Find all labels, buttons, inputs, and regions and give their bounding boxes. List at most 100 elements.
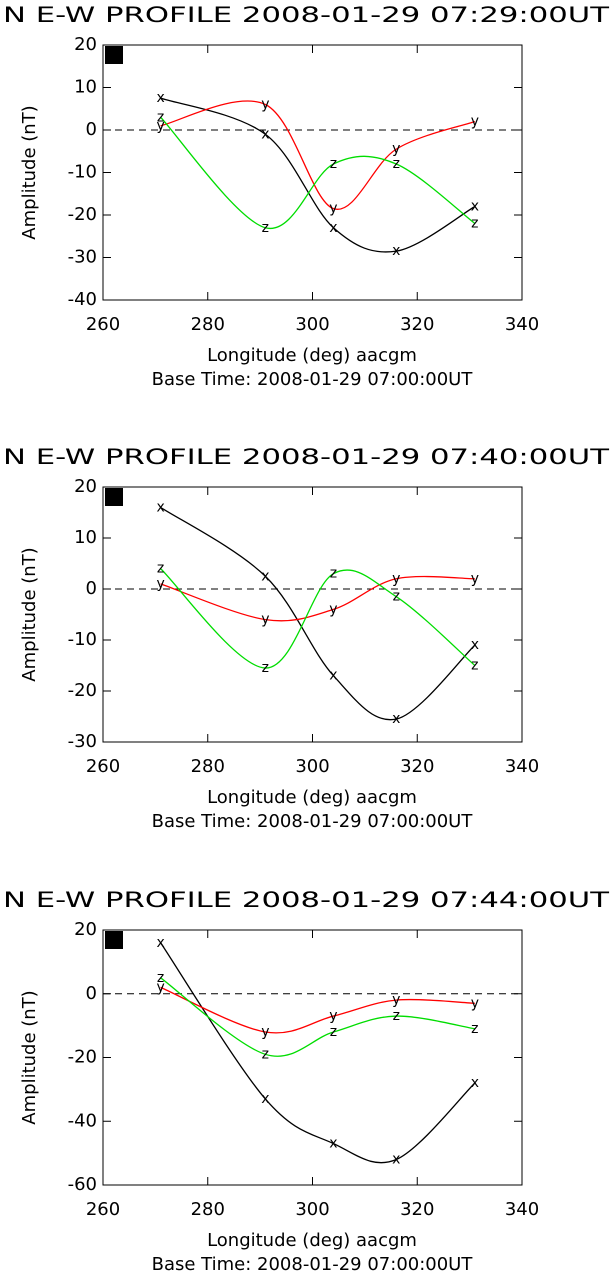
point-marker: x: [471, 637, 479, 653]
point-marker: x: [471, 1075, 479, 1091]
point-marker: x: [156, 499, 164, 515]
chart-title: N E-W PROFILE 2008-01-29 07:29:00UT: [3, 3, 609, 27]
point-marker: y: [392, 992, 400, 1008]
x-tick-label: 280: [191, 756, 225, 777]
chart-subtitle: Base Time: 2008-01-29 07:00:00UT: [152, 811, 474, 832]
point-marker: x: [392, 243, 400, 259]
point-marker: z: [330, 156, 337, 172]
chart-title: N E-W PROFILE 2008-01-29 07:44:00UT: [3, 888, 609, 912]
point-marker: z: [262, 220, 269, 236]
point-marker: x: [329, 668, 337, 684]
x-tick-label: 300: [295, 756, 329, 777]
point-marker: z: [471, 216, 478, 232]
y-tick-label: -10: [68, 629, 97, 650]
point-marker: x: [392, 1152, 400, 1168]
point-marker: y: [329, 1008, 337, 1024]
point-marker: y: [261, 97, 269, 113]
point-marker: y: [392, 141, 400, 157]
series-line: [160, 942, 476, 1164]
series-line: [160, 506, 476, 721]
point-marker: z: [471, 1021, 478, 1037]
series-line: [160, 568, 476, 669]
y-tick-label: -20: [68, 680, 97, 701]
point-marker: x: [261, 1091, 269, 1107]
plot-frame: [102, 44, 523, 301]
point-marker: y: [261, 612, 269, 628]
point-marker: y: [392, 571, 400, 587]
x-tick-label: 340: [505, 1199, 539, 1220]
y-tick-label: 0: [86, 119, 97, 140]
y-tick-label: -30: [68, 731, 97, 752]
x-tick-label: 280: [191, 314, 225, 335]
y-axis-label: Amplitude (nT): [19, 547, 40, 681]
chart-panel: N E-W PROFILE 2008-01-29 07:29:00UT a Ampl…: [3, 3, 609, 390]
x-tick-label: 280: [191, 1199, 225, 1220]
panel-label-box: [105, 931, 123, 949]
y-tick-label: -20: [68, 1047, 97, 1068]
point-marker: z: [262, 660, 269, 676]
x-tick-label: 340: [505, 756, 539, 777]
point-marker: x: [392, 711, 400, 727]
x-tick-label: 260: [86, 1199, 120, 1220]
y-tick-label: 20: [74, 34, 97, 55]
chart-subtitle: Base Time: 2008-01-29 07:00:00UT: [152, 1254, 474, 1275]
y-tick-label: 20: [74, 476, 97, 497]
point-marker: z: [157, 561, 164, 577]
point-marker: y: [156, 576, 164, 592]
plot-frame: [102, 486, 523, 743]
point-marker: x: [156, 935, 164, 951]
point-marker: z: [393, 589, 400, 605]
point-marker: z: [330, 1024, 337, 1040]
point-marker: x: [471, 199, 479, 215]
series-line: [160, 97, 476, 253]
y-axis-label: Amplitude (nT): [19, 105, 40, 239]
x-tick-label: 260: [86, 314, 120, 335]
point-marker: z: [262, 1046, 269, 1062]
y-tick-label: -60: [68, 1174, 97, 1195]
point-marker: z: [471, 658, 478, 674]
point-marker: z: [330, 566, 337, 582]
series-line: [160, 575, 475, 622]
series-line: [160, 116, 476, 229]
chart-panel: N E-W PROFILE 2008-01-29 07:40:00UT b Ampl…: [3, 445, 609, 832]
point-marker: y: [471, 571, 479, 587]
y-tick-label: -40: [68, 289, 97, 310]
y-tick-label: -20: [68, 204, 97, 225]
point-marker: x: [329, 220, 337, 236]
x-tick-label: 320: [400, 314, 434, 335]
point-marker: z: [393, 156, 400, 172]
x-axis-label: Longitude (deg) aacgm: [207, 787, 417, 808]
point-marker: y: [156, 118, 164, 134]
y-tick-label: -40: [68, 1110, 97, 1131]
y-tick-label: 20: [74, 919, 97, 940]
panel-label: b: [109, 487, 120, 505]
chart-panel: N E-W PROFILE 2008-01-29 07:44:00UT c Ampl…: [3, 888, 609, 1275]
point-marker: y: [471, 114, 479, 130]
x-tick-label: 260: [86, 756, 120, 777]
point-marker: y: [329, 201, 337, 217]
y-tick-label: 0: [86, 578, 97, 599]
series-line: [160, 977, 475, 1057]
y-tick-label: 10: [74, 527, 97, 548]
x-tick-label: 320: [400, 1199, 434, 1220]
point-marker: y: [261, 1024, 269, 1040]
chart-subtitle: Base Time: 2008-01-29 07:00:00UT: [152, 369, 474, 390]
series-line: [160, 100, 476, 210]
panel-label-box: [105, 46, 123, 64]
y-tick-label: -10: [68, 162, 97, 183]
x-axis-label: Longitude (deg) aacgm: [207, 1230, 417, 1251]
point-marker: y: [329, 601, 337, 617]
x-tick-label: 320: [400, 756, 434, 777]
panel-label: c: [109, 930, 118, 948]
point-marker: x: [156, 90, 164, 106]
chart-title: N E-W PROFILE 2008-01-29 07:40:00UT: [3, 445, 609, 469]
x-tick-label: 300: [295, 314, 329, 335]
point-marker: x: [261, 126, 269, 142]
panel-label-box: [105, 488, 123, 506]
x-tick-label: 300: [295, 1199, 329, 1220]
y-tick-label: 10: [74, 77, 97, 98]
series-line: [160, 986, 475, 1034]
point-marker: x: [329, 1136, 337, 1152]
y-axis-label: Amplitude (nT): [19, 990, 40, 1124]
